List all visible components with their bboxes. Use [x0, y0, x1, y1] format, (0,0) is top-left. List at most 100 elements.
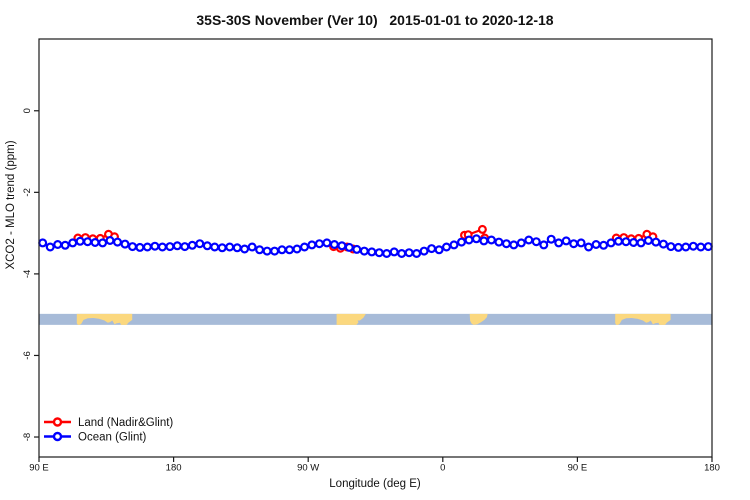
ocean-point [112, 237, 122, 247]
ocean-point [262, 246, 272, 256]
y-tick-label: -4 [22, 270, 33, 278]
ocean-point [157, 242, 167, 252]
ocean-point [83, 237, 93, 247]
ocean-point [300, 242, 310, 252]
ocean-point [374, 248, 384, 258]
map-band-land-south-africa [469, 313, 488, 325]
ocean-point [45, 242, 55, 252]
ocean-point [38, 238, 48, 248]
map-band-land-australia-repeat [615, 313, 671, 325]
ocean-point [367, 247, 377, 257]
ocean-point [539, 240, 549, 250]
ocean-point [180, 242, 190, 252]
plot-box [38, 38, 713, 458]
land-point [477, 224, 487, 234]
ocean-point [628, 238, 638, 248]
ocean-point [569, 239, 579, 249]
ocean-point [658, 239, 668, 249]
x-tick-label: 90 E [29, 463, 49, 474]
ocean-point [187, 240, 197, 250]
chart-title: 35S-30S November (Ver 10) 2015-01-01 to … [196, 12, 553, 28]
ocean-point [599, 240, 609, 250]
ocean-point [703, 242, 713, 252]
data-series [38, 224, 713, 259]
ocean-point [516, 238, 526, 248]
ocean-point [666, 242, 676, 252]
ocean-point [255, 245, 265, 255]
ocean-point [225, 242, 235, 252]
ocean-point [688, 241, 698, 251]
ocean-point [419, 246, 429, 256]
ocean-point [292, 244, 302, 254]
legend-marker-land [52, 417, 63, 427]
ocean-point [606, 238, 616, 248]
ocean-point [172, 241, 182, 251]
ocean-point [651, 237, 661, 247]
ocean-point [142, 242, 152, 252]
x-tick-label: 90 E [568, 463, 588, 474]
x-axis-label: Longitude (deg E) [329, 478, 421, 490]
ocean-point [344, 242, 354, 252]
ocean-point [696, 242, 706, 252]
ocean-point [591, 240, 601, 250]
ocean-point [270, 246, 280, 256]
ocean-point [217, 243, 227, 253]
ocean-point [613, 236, 623, 246]
ocean-point [643, 236, 653, 246]
ocean-point [60, 240, 70, 250]
map-band-ocean [39, 313, 712, 325]
ocean-point [404, 248, 414, 258]
legend-marker-ocean [52, 431, 63, 442]
ocean-point [524, 235, 534, 245]
ocean-point [636, 238, 646, 248]
ocean-point [449, 240, 459, 250]
ocean-point [509, 240, 519, 250]
ocean-point [479, 236, 489, 246]
ocean-point [457, 237, 467, 247]
y-tick-label: -8 [22, 433, 33, 441]
legend-label-land: Land (Nadir&Glint) [78, 417, 173, 429]
ocean-point [389, 247, 399, 257]
ocean-point [397, 249, 407, 259]
ocean-point [412, 249, 422, 259]
x-tick-label: 90 W [297, 463, 319, 474]
ocean-point [202, 241, 212, 251]
ocean-point [277, 245, 287, 255]
ocean-point [307, 240, 317, 250]
ocean-point [561, 236, 571, 246]
ocean-point [150, 241, 160, 251]
map-band-land-south-america [336, 313, 366, 325]
ocean-point [382, 249, 392, 259]
legend-label-ocean: Ocean (Glint) [78, 432, 147, 444]
x-tick-label: 180 [166, 463, 182, 474]
axes: 90 E 180 90 W 0 90 E 180 0 -2 -4 -6 -8 [22, 38, 720, 474]
ocean-point [486, 235, 496, 245]
ocean-point [621, 237, 631, 247]
ocean-point [494, 237, 504, 247]
ocean-point [576, 238, 586, 248]
ocean-point [673, 242, 683, 252]
ocean-point [554, 238, 564, 248]
x-tick-label: 0 [440, 463, 445, 474]
ocean-point [128, 242, 138, 252]
ocean-point [427, 244, 437, 254]
ocean-point [135, 242, 145, 252]
ocean-point [471, 234, 481, 244]
ocean-point [546, 234, 556, 244]
y-axis-label: XCO2 - MLO trend (ppm) [5, 140, 17, 269]
ocean-point [442, 242, 452, 252]
map-band [39, 313, 712, 325]
ocean-point [464, 235, 474, 245]
ocean-point [329, 240, 339, 250]
y-tick-label: -2 [22, 188, 33, 196]
ocean-point [165, 242, 175, 252]
ocean-point [434, 245, 444, 255]
ocean-point [240, 244, 250, 254]
ocean-point [285, 245, 295, 255]
legend-symbols [44, 417, 71, 442]
x-tick-label: 180 [704, 463, 720, 474]
ocean-point [75, 236, 85, 246]
ocean-point [105, 236, 115, 246]
ocean-point [337, 241, 347, 251]
